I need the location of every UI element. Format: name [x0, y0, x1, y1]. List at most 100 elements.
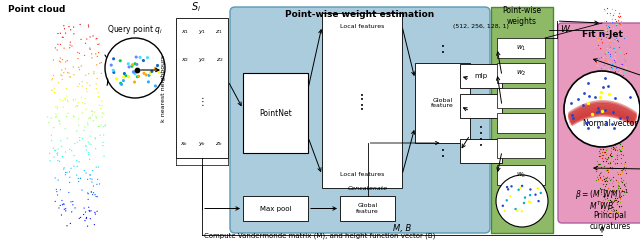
- Point: [607, 17, 617, 21]
- Point: [76, 64, 86, 68]
- Point: [609, 39, 620, 43]
- Point: [115, 59, 125, 63]
- Point: [60, 98, 70, 102]
- Text: $\beta = (M^TWM)^{-1}$: $\beta = (M^TWM)^{-1}$: [575, 188, 629, 202]
- Point: [603, 84, 613, 88]
- Text: Point-wise
weights: Point-wise weights: [502, 6, 541, 26]
- Point: [599, 51, 609, 55]
- Point: [608, 100, 618, 104]
- Point: [596, 55, 606, 59]
- Point: [598, 136, 608, 139]
- Point: [58, 35, 68, 39]
- Point: [81, 41, 91, 45]
- Point: [44, 121, 54, 124]
- Point: [598, 28, 608, 32]
- Point: [595, 74, 605, 78]
- Point: [610, 57, 620, 61]
- Point: [77, 101, 88, 104]
- Point: [603, 198, 613, 202]
- Text: •: •: [479, 125, 483, 131]
- Point: [89, 223, 99, 226]
- Point: [130, 62, 140, 66]
- Point: [69, 73, 79, 77]
- Point: [87, 110, 97, 113]
- Text: •: •: [360, 107, 364, 113]
- Text: ⋮: ⋮: [197, 97, 207, 107]
- Point: [602, 166, 612, 170]
- Point: [83, 121, 93, 125]
- Point: [81, 87, 92, 91]
- Point: [615, 90, 625, 94]
- Bar: [497, 138, 545, 158]
- Point: [59, 167, 69, 171]
- Point: [612, 43, 622, 46]
- Point: [52, 153, 63, 157]
- Point: [616, 90, 626, 94]
- Point: [603, 24, 613, 27]
- Point: [72, 173, 82, 177]
- Point: [609, 37, 619, 41]
- Point: [147, 69, 157, 73]
- Point: [597, 81, 607, 85]
- Point: [51, 188, 61, 191]
- Point: [86, 52, 97, 56]
- Point: [615, 14, 625, 17]
- Point: [89, 70, 99, 74]
- Point: [601, 133, 611, 137]
- Point: [621, 66, 631, 70]
- Point: [601, 182, 611, 185]
- Point: [610, 139, 620, 142]
- Point: [81, 216, 92, 219]
- Point: [602, 11, 612, 15]
- Point: [611, 153, 621, 157]
- Point: [68, 203, 78, 207]
- Point: [616, 19, 627, 23]
- Point: [116, 81, 126, 85]
- Point: [609, 199, 619, 203]
- Point: [620, 59, 630, 63]
- Point: [49, 155, 59, 159]
- Point: [607, 122, 617, 126]
- Point: [69, 115, 79, 119]
- Point: [608, 46, 618, 50]
- Point: [614, 15, 625, 18]
- Point: [595, 171, 605, 175]
- Point: [614, 153, 624, 156]
- Point: [620, 65, 630, 69]
- Point: [73, 101, 83, 104]
- Point: [614, 29, 625, 33]
- Point: [591, 49, 602, 53]
- Point: [49, 86, 60, 90]
- Text: Point-wise weight estimation: Point-wise weight estimation: [285, 10, 435, 19]
- Point: [91, 52, 101, 56]
- Point: [605, 143, 615, 147]
- Point: [608, 26, 618, 30]
- Point: [616, 144, 627, 148]
- Point: [614, 184, 624, 188]
- Text: Local features: Local features: [340, 25, 384, 29]
- Point: [73, 85, 83, 88]
- Point: [57, 35, 67, 39]
- Point: [612, 180, 623, 183]
- Point: [614, 90, 624, 94]
- Point: [72, 104, 83, 108]
- Point: [83, 23, 93, 27]
- Point: [62, 59, 72, 62]
- Point: [602, 204, 612, 208]
- Text: •: •: [360, 103, 364, 109]
- Point: [614, 200, 625, 204]
- Point: [617, 89, 627, 93]
- Point: [96, 71, 106, 75]
- Point: [607, 205, 618, 209]
- Point: [67, 210, 77, 214]
- Point: [506, 184, 516, 188]
- Point: [605, 153, 615, 156]
- Point: [605, 11, 615, 15]
- Point: [602, 209, 612, 213]
- Point: [92, 63, 102, 67]
- Point: [606, 200, 616, 203]
- Point: [84, 208, 94, 212]
- Point: [598, 111, 609, 114]
- Point: [596, 90, 606, 94]
- Point: [603, 156, 613, 160]
